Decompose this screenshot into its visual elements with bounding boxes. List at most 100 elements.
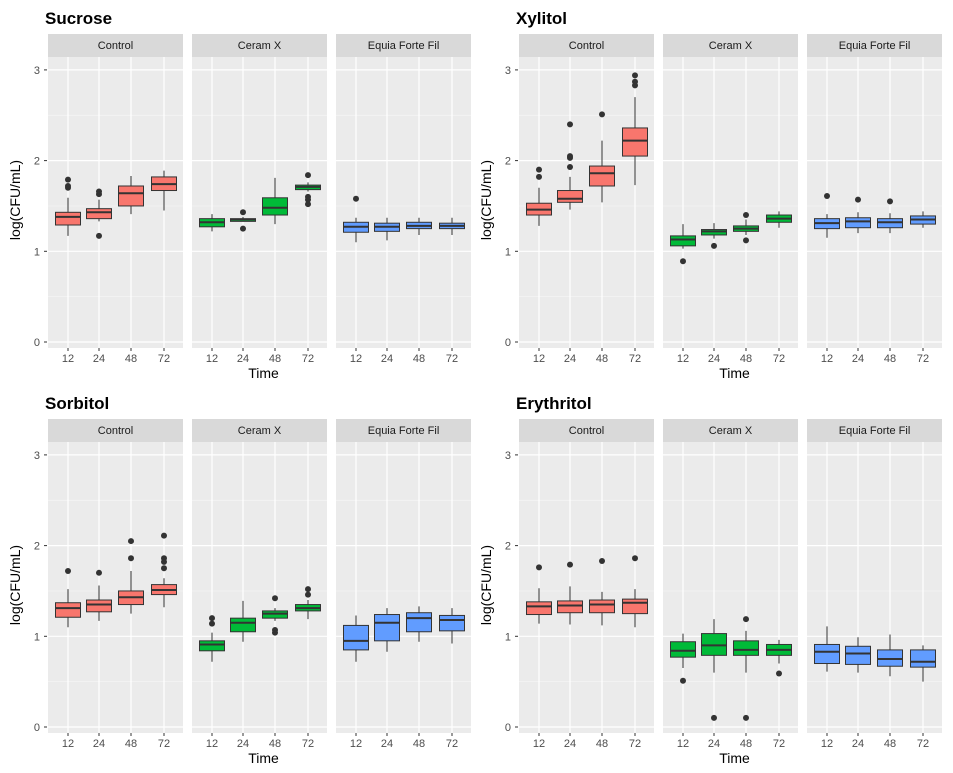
box-iqr: [589, 165, 615, 187]
x-tick-label: 48: [884, 738, 896, 750]
box-48h: [406, 217, 432, 235]
plot-background: [192, 57, 327, 348]
facet-control: Control 12 24 48 72: [48, 419, 183, 750]
outlier-point: [536, 166, 542, 173]
outlier-point: [96, 232, 102, 239]
box-iqr: [343, 624, 369, 651]
facet-label: Equia Forte Fil: [368, 425, 440, 437]
x-tick-label: 72: [446, 738, 458, 750]
facet-control: Control 12 24 48 72: [519, 34, 654, 365]
box-48h: [262, 595, 288, 636]
x-tick-label: 48: [596, 738, 608, 750]
box-72h: [295, 172, 321, 208]
outlier-point: [632, 72, 638, 79]
y-tick-label: 2: [505, 541, 511, 553]
box-iqr: [55, 211, 81, 226]
box-72h: [151, 170, 177, 211]
box-72h: [439, 608, 465, 644]
x-tick-label: 12: [350, 738, 362, 750]
facet-strip: [807, 419, 942, 442]
box-iqr: [262, 197, 288, 216]
box-12h: [343, 615, 369, 662]
outlier-point: [161, 565, 167, 572]
box-12h: [670, 224, 696, 265]
y-tick-label: 1: [505, 246, 511, 258]
x-tick-label: 12: [62, 353, 74, 365]
x-tick-label: 48: [596, 353, 608, 365]
box-12h: [526, 166, 552, 226]
x-tick-label: 48: [269, 353, 281, 365]
y-axis-title: log(CFU/mL): [478, 160, 494, 240]
facet-strip: [192, 419, 327, 442]
facet-strip: [663, 34, 798, 57]
y-axis-title: log(CFU/mL): [7, 160, 23, 240]
x-tick-label: 72: [302, 738, 314, 750]
box-72h: [766, 639, 792, 677]
x-axis-title: Time: [719, 365, 750, 381]
x-tick-label: 72: [158, 738, 170, 750]
box-24h: [86, 569, 112, 621]
y-tick-label: 0: [34, 337, 40, 349]
x-tick-label: 72: [629, 738, 641, 750]
facet-strip: [48, 34, 183, 57]
plot-background: [336, 442, 471, 733]
plot-background: [807, 57, 942, 348]
box-iqr: [622, 598, 648, 615]
outlier-point: [743, 237, 749, 244]
facet-strip: [519, 34, 654, 57]
outlier-point: [96, 569, 102, 576]
box-48h: [262, 177, 288, 225]
outlier-point: [305, 201, 311, 208]
outlier-point: [567, 561, 573, 568]
facet-label: Ceram X: [238, 425, 282, 437]
box-24h: [701, 619, 727, 721]
facet-strip: [192, 34, 327, 57]
x-tick-label: 72: [302, 353, 314, 365]
y-tick-label: 3: [34, 65, 40, 77]
box-24h: [701, 223, 727, 249]
facet-strip: [48, 419, 183, 442]
box-12h: [55, 567, 81, 628]
facet-control: Control 12 24 48 72: [519, 419, 654, 750]
box-iqr: [230, 617, 256, 633]
outlier-point: [305, 193, 311, 200]
box-12h: [814, 626, 840, 672]
outlier-point: [240, 225, 246, 232]
panel-title: Sorbitol: [45, 394, 109, 413]
x-tick-label: 24: [237, 353, 249, 365]
facet-label: Control: [98, 40, 133, 52]
x-tick-label: 48: [884, 353, 896, 365]
outlier-point: [305, 591, 311, 598]
plot-background: [663, 442, 798, 733]
box-12h: [55, 176, 81, 236]
x-tick-label: 24: [564, 353, 576, 365]
x-tick-label: 48: [413, 353, 425, 365]
box-48h: [877, 198, 903, 234]
box-iqr: [557, 190, 583, 203]
outlier-point: [711, 242, 717, 249]
plot-background: [192, 442, 327, 733]
x-tick-label: 72: [917, 353, 929, 365]
outlier-point: [680, 258, 686, 265]
box-24h: [374, 608, 400, 652]
box-72h: [910, 211, 936, 228]
x-axis-title: Time: [719, 750, 750, 766]
box-iqr: [439, 614, 465, 632]
y-tick-label: 1: [505, 631, 511, 643]
box-12h: [199, 214, 225, 232]
x-tick-label: 12: [821, 353, 833, 365]
outlier-point: [632, 78, 638, 85]
outlier-point: [536, 564, 542, 571]
box-24h: [845, 196, 871, 234]
facet-label: Equia Forte Fil: [839, 40, 911, 52]
box-iqr: [199, 640, 225, 652]
outlier-point: [128, 555, 134, 562]
outlier-point: [65, 182, 71, 189]
x-tick-label: 72: [158, 353, 170, 365]
x-tick-label: 12: [677, 738, 689, 750]
panel-title: Sucrose: [45, 9, 112, 28]
outlier-point: [887, 198, 893, 205]
